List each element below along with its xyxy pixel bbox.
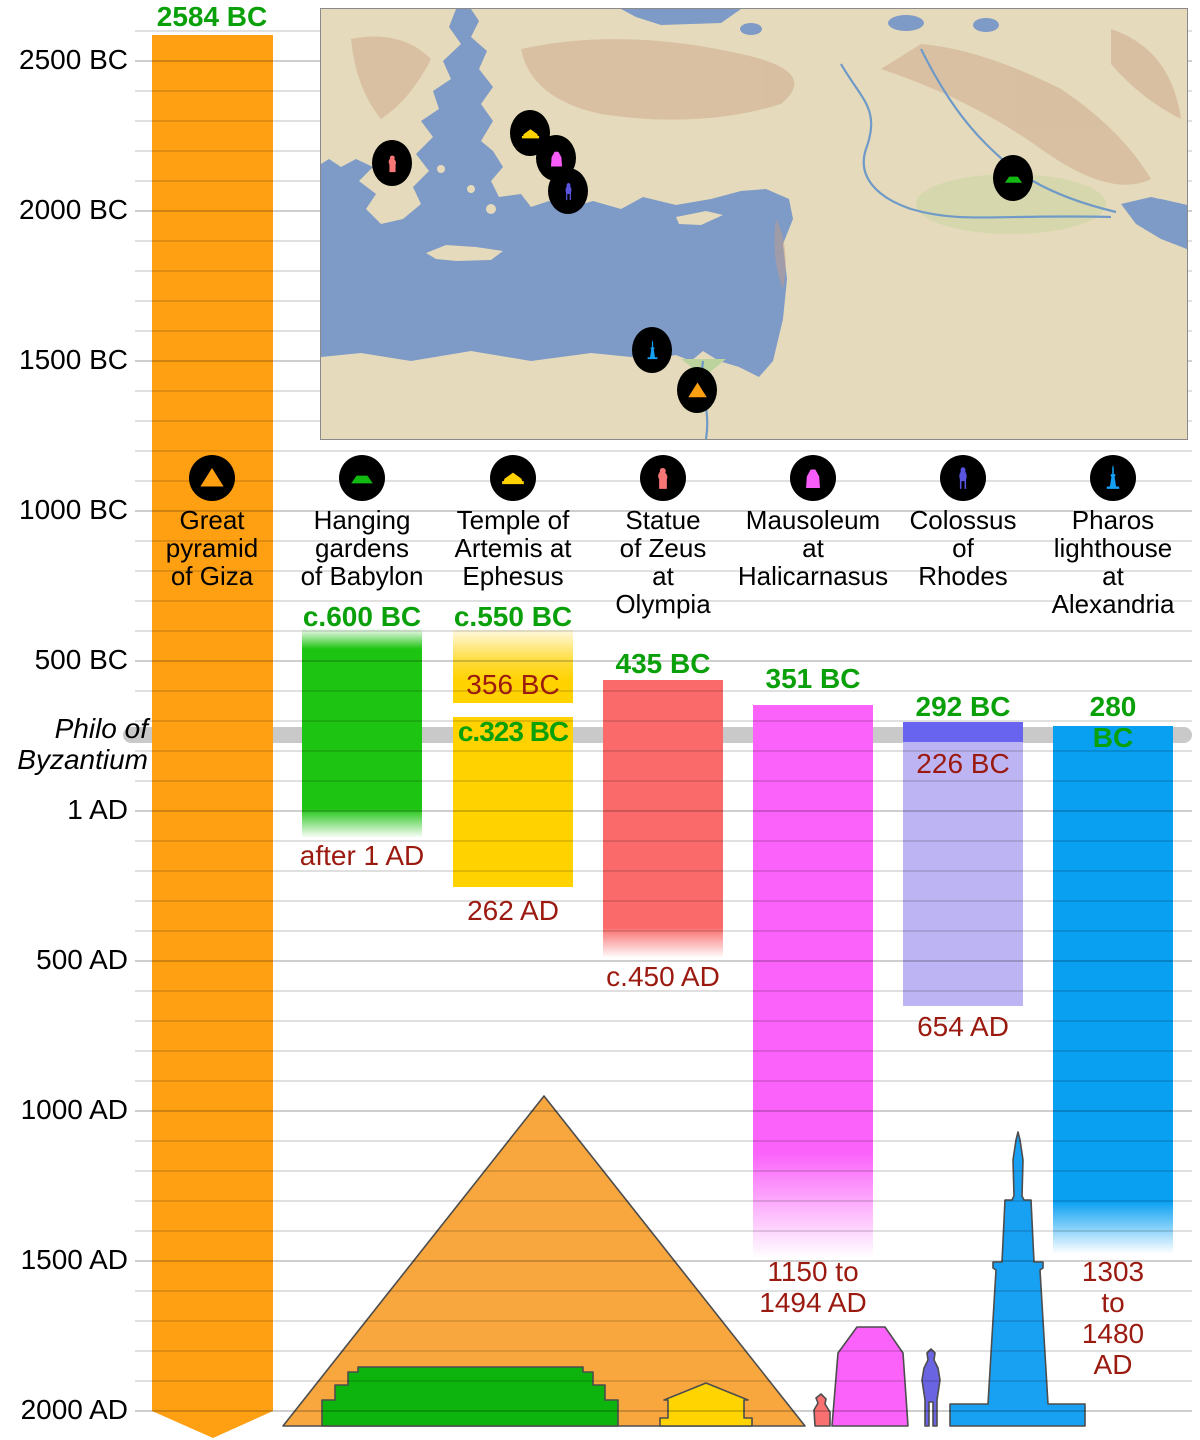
bar-statue-of-zeus xyxy=(603,680,723,958)
built-date-zeus-statue: 435 BC xyxy=(615,648,711,679)
column-name-temple-artemis: Temple of Artemis at Ephesus xyxy=(454,505,572,591)
mausoleum-silhouette xyxy=(831,1326,909,1427)
axis-tick-label: 1500 AD xyxy=(20,1244,128,1275)
gardens-glyph xyxy=(351,475,373,484)
bar-mausoleum xyxy=(753,705,873,1258)
axis-tick-label: 1500 BC xyxy=(19,344,128,375)
axis-tick-label: 1000 BC xyxy=(19,494,128,525)
temple-artemis-icon xyxy=(490,455,536,501)
built-date-colossus: 292 BC xyxy=(915,691,1011,722)
bar-temple-artemis-segment1 xyxy=(453,630,573,703)
built-date-great-pyramid: 2584 BC xyxy=(156,1,268,32)
mausoleum-glyph xyxy=(806,469,820,489)
gridline-minor xyxy=(135,630,1192,632)
pharos-glyph xyxy=(1106,464,1120,489)
bar-colossus-remains xyxy=(903,742,1023,1006)
zeus-statue-silhouette xyxy=(813,1393,831,1427)
temple-artemis-silhouette xyxy=(659,1382,753,1427)
wonder-silhouettes xyxy=(282,1095,1086,1427)
fell-date-colossus: 226 BC xyxy=(916,748,1010,779)
mausoleum-glyph xyxy=(550,151,562,166)
gridline-minor xyxy=(135,450,1192,452)
pyramid-glyph xyxy=(200,467,224,487)
column-name-zeus-statue: Statue of Zeus at Olympia xyxy=(615,505,711,619)
column-name-great-pyramid: Great pyramid of Giza xyxy=(165,505,259,591)
bar-great-pyramid xyxy=(152,35,273,1411)
bar-hanging-gardens xyxy=(302,628,422,838)
philo-of-byzantium-label: Philo of Byzantium xyxy=(17,713,148,775)
axis-tick-label: 1000 AD xyxy=(20,1094,128,1125)
hanging-gardens-icon xyxy=(339,455,385,501)
axis-tick-label: 1 AD xyxy=(67,794,128,826)
built-date-hanging-gardens: c.600 BC xyxy=(302,601,422,632)
zeus-glyph xyxy=(658,467,668,489)
zeus-glyph xyxy=(388,155,396,172)
bar-colossus-standing xyxy=(903,722,1023,742)
destroyed-date-pharos: 1303 to 1480 AD xyxy=(1081,1256,1145,1380)
column-name-pharos: Pharos lighthouse at Alexandria xyxy=(1051,505,1175,619)
colossus-silhouette xyxy=(921,1348,941,1427)
pharos-lighthouse-silhouette xyxy=(949,1131,1086,1427)
map-marker-pharos xyxy=(632,327,672,373)
destroyed-date-zeus-statue: c.450 AD xyxy=(606,961,720,992)
built-date-mausoleum: 351 BC xyxy=(765,663,861,694)
map-marker-colossus xyxy=(548,168,588,214)
gridline-minor xyxy=(135,1080,1192,1082)
column-name-mausoleum: Mausoleum at Halicarnasus xyxy=(737,505,889,591)
map-marker-great-pyramid xyxy=(677,367,717,413)
axis-tick-label: 2000 AD xyxy=(20,1394,128,1425)
column-name-hanging-gardens: Hanging gardens of Babylon xyxy=(300,505,424,591)
column-name-colossus: Colossus of Rhodes xyxy=(909,505,1017,591)
pharos-icon xyxy=(1090,455,1136,501)
pharos-glyph xyxy=(647,339,657,359)
destroyed-date-mausoleum: 1150 to 1494 AD xyxy=(759,1256,867,1318)
gridline-minor xyxy=(135,1050,1192,1052)
pyramid-icon xyxy=(189,455,235,501)
rebuilt-date-temple-artemis: c.323 BC xyxy=(457,716,569,747)
built-date-pharos: 280 BC xyxy=(1089,691,1137,753)
hanging-gardens-silhouette xyxy=(321,1366,619,1427)
pyramid-glyph xyxy=(687,382,707,397)
axis-tick-label: 2500 BC xyxy=(19,44,128,75)
colossus-glyph xyxy=(959,467,967,489)
colossus-icon xyxy=(940,455,986,501)
colossus-glyph xyxy=(565,182,571,200)
wonders-location-map xyxy=(320,8,1188,440)
destroyed-date-hanging-gardens: after 1 AD xyxy=(299,840,425,871)
axis-tick-label: 500 BC xyxy=(34,644,128,675)
bar-pharos-lighthouse xyxy=(1053,726,1173,1254)
gardens-glyph xyxy=(1004,176,1022,183)
bar-temple-artemis-segment2 xyxy=(453,717,573,887)
temple-glyph xyxy=(502,472,524,485)
map-marker-hanging-gardens xyxy=(993,155,1033,201)
gridline-minor xyxy=(135,1020,1192,1022)
map-marker-zeus-olympia xyxy=(372,140,412,186)
zeus-statue-icon xyxy=(640,455,686,501)
mausoleum-icon xyxy=(790,455,836,501)
removed-date-colossus: 654 AD xyxy=(917,1011,1009,1042)
axis-tick-label: 2000 BC xyxy=(19,194,128,225)
built-date-temple-artemis: c.550 BC xyxy=(453,601,573,632)
burned-date-temple-artemis: 356 BC xyxy=(466,669,560,700)
axis-tick-label: 500 AD xyxy=(36,944,128,975)
bar-great-pyramid-arrow-tip xyxy=(152,1411,273,1438)
temple-glyph xyxy=(521,128,539,138)
destroyed-date-temple-artemis: 262 AD xyxy=(467,895,559,926)
